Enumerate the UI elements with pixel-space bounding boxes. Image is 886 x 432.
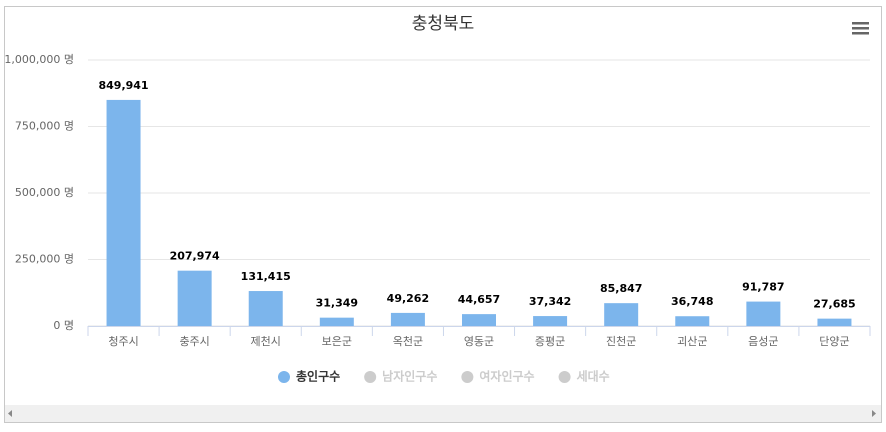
legend-symbol <box>461 371 474 383</box>
legend-item[interactable]: 여자인구수 <box>461 369 535 384</box>
x-tick-label: 보은군 <box>322 335 352 348</box>
menu-bar <box>852 22 869 25</box>
bar <box>462 314 496 326</box>
data-label: 91,787 <box>742 281 784 294</box>
x-tick-label: 영동군 <box>464 335 494 348</box>
legend-item[interactable]: 남자인구수 <box>364 369 437 384</box>
data-label: 207,974 <box>170 250 220 263</box>
x-tick-label: 청주시 <box>108 335 138 348</box>
x-tick-label: 증평군 <box>535 335 565 348</box>
menu-bar <box>852 32 869 35</box>
y-tick-label: 0 명 <box>53 319 74 332</box>
data-label: 44,657 <box>458 293 500 306</box>
data-label: 85,847 <box>600 282 642 295</box>
data-label: 849,941 <box>98 79 148 92</box>
x-tick-label: 옥천군 <box>393 334 423 348</box>
x-tick-label: 음성군 <box>748 335 778 348</box>
bar <box>248 291 283 326</box>
chart-frame <box>4 6 882 423</box>
scrollbar-track <box>5 405 881 422</box>
legend-symbol <box>558 371 571 383</box>
legend-symbol <box>364 371 377 383</box>
data-label: 36,748 <box>671 295 713 308</box>
data-label: 31,349 <box>316 297 358 310</box>
scroll-right[interactable] <box>872 410 876 417</box>
bar <box>817 318 852 326</box>
scrollbar[interactable] <box>5 405 881 422</box>
x-tick-label: 충주시 <box>179 335 209 348</box>
y-tick-label: 250,000 명 <box>15 253 74 266</box>
y-tick-label: 750,000 명 <box>15 120 74 133</box>
legend-symbol <box>278 371 290 383</box>
x-tick-label: 진천군 <box>606 334 636 348</box>
legend-label: 세대수 <box>577 369 610 384</box>
y-tick-label: 500,000 명 <box>15 186 74 199</box>
legend-label: 총인구수 <box>296 369 340 384</box>
bar <box>390 312 425 326</box>
x-tick-label: 괴산군 <box>677 335 707 348</box>
data-label: 27,685 <box>813 298 855 311</box>
scroll-left[interactable] <box>8 410 12 417</box>
bar <box>177 270 212 326</box>
data-label: 49,262 <box>387 292 429 305</box>
bar <box>746 301 781 326</box>
bar <box>319 317 354 326</box>
bar <box>106 99 141 326</box>
menu-bar <box>852 27 869 30</box>
legend-label: 여자인구수 <box>479 369 534 384</box>
bar <box>533 316 568 326</box>
x-tick-label: 단양군 <box>819 335 849 348</box>
legend-item[interactable]: 총인구수 <box>278 369 340 384</box>
y-tick-label: 1,000,000 명 <box>4 53 74 66</box>
x-tick-label: 제천시 <box>251 334 281 348</box>
data-label: 37,342 <box>529 295 571 308</box>
chart-title: 충청북도 <box>412 14 475 34</box>
menu-button[interactable] <box>852 22 869 35</box>
bar <box>604 303 639 326</box>
bar <box>675 316 710 326</box>
legend-label: 남자인구수 <box>382 369 437 384</box>
data-label: 131,415 <box>241 270 291 283</box>
legend-item[interactable]: 세대수 <box>558 369 610 384</box>
